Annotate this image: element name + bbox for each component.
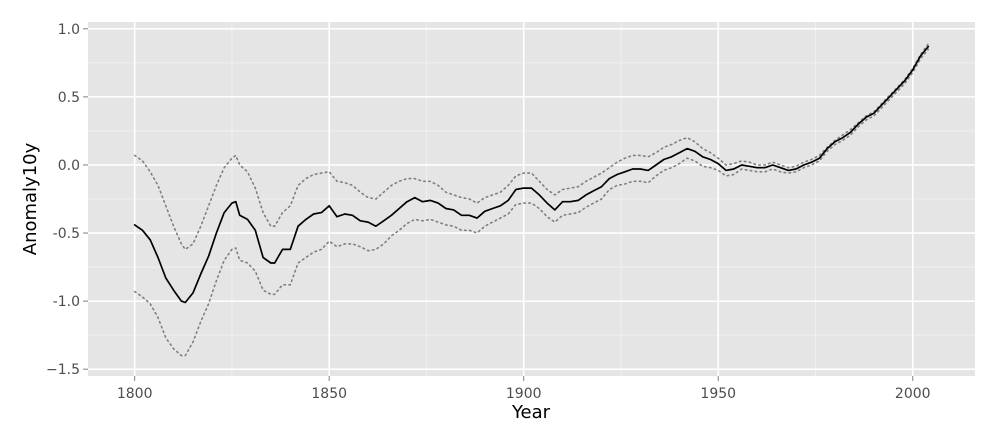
x-axis-title: Year <box>511 402 551 423</box>
y-axis-title: Anomaly10y <box>20 142 41 255</box>
series-layer <box>133 42 930 357</box>
x-tick-label: 1950 <box>700 386 736 402</box>
major-gridlines <box>88 22 975 376</box>
y-tick-label: -0.5 <box>53 226 80 242</box>
y-tick-label: 0.0 <box>58 158 80 174</box>
upper-bound-line <box>133 42 930 251</box>
tick-labels: 1800 1850 1900 1950 2000 1.0 0.5 0.0 -0.5 -1.0 −1.… <box>46 22 931 402</box>
x-tick-label: 1850 <box>311 386 347 402</box>
y-tick-label: -1.0 <box>53 294 80 310</box>
x-tick-label: 1800 <box>117 386 153 402</box>
y-tick-label: 1.0 <box>58 22 80 38</box>
minor-gridlines <box>88 22 975 376</box>
axis-ticks <box>83 28 914 381</box>
x-tick-label: 1900 <box>506 386 542 402</box>
anomaly-line <box>133 45 930 304</box>
lower-bound-line <box>133 48 930 357</box>
x-tick-label: 2000 <box>895 386 931 402</box>
y-tick-label: −1.5 <box>46 362 80 378</box>
y-tick-label: 0.5 <box>58 90 80 106</box>
